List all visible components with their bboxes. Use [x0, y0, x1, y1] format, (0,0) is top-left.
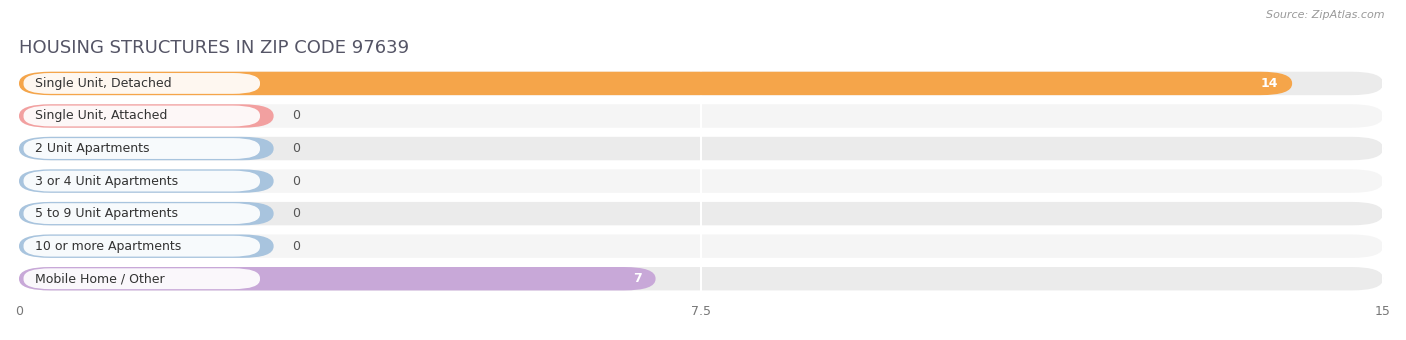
Text: 10 or more Apartments: 10 or more Apartments	[35, 240, 181, 253]
Text: 7: 7	[633, 272, 643, 285]
Text: 2 Unit Apartments: 2 Unit Apartments	[35, 142, 150, 155]
FancyBboxPatch shape	[20, 202, 1384, 225]
Text: 0: 0	[292, 142, 299, 155]
FancyBboxPatch shape	[24, 268, 260, 289]
FancyBboxPatch shape	[20, 267, 1384, 290]
Text: HOUSING STRUCTURES IN ZIP CODE 97639: HOUSING STRUCTURES IN ZIP CODE 97639	[20, 39, 409, 57]
Text: 0: 0	[292, 174, 299, 188]
FancyBboxPatch shape	[20, 235, 274, 258]
FancyBboxPatch shape	[20, 104, 1384, 128]
Text: 3 or 4 Unit Apartments: 3 or 4 Unit Apartments	[35, 174, 179, 188]
FancyBboxPatch shape	[20, 169, 1384, 193]
FancyBboxPatch shape	[24, 138, 260, 159]
FancyBboxPatch shape	[20, 104, 274, 128]
FancyBboxPatch shape	[24, 73, 260, 94]
FancyBboxPatch shape	[24, 106, 260, 126]
FancyBboxPatch shape	[20, 137, 274, 160]
FancyBboxPatch shape	[20, 267, 655, 290]
FancyBboxPatch shape	[20, 72, 1384, 95]
Text: Mobile Home / Other: Mobile Home / Other	[35, 272, 165, 285]
FancyBboxPatch shape	[24, 171, 260, 191]
Text: 14: 14	[1261, 77, 1278, 90]
FancyBboxPatch shape	[24, 203, 260, 224]
FancyBboxPatch shape	[24, 236, 260, 257]
Text: 5 to 9 Unit Apartments: 5 to 9 Unit Apartments	[35, 207, 179, 220]
Text: Single Unit, Detached: Single Unit, Detached	[35, 77, 172, 90]
FancyBboxPatch shape	[20, 137, 1384, 160]
Text: 0: 0	[292, 109, 299, 122]
Text: 0: 0	[292, 240, 299, 253]
Text: Single Unit, Attached: Single Unit, Attached	[35, 109, 167, 122]
FancyBboxPatch shape	[20, 72, 1292, 95]
Text: Source: ZipAtlas.com: Source: ZipAtlas.com	[1267, 10, 1385, 20]
FancyBboxPatch shape	[20, 169, 274, 193]
FancyBboxPatch shape	[20, 202, 274, 225]
FancyBboxPatch shape	[20, 235, 1384, 258]
Text: 0: 0	[292, 207, 299, 220]
